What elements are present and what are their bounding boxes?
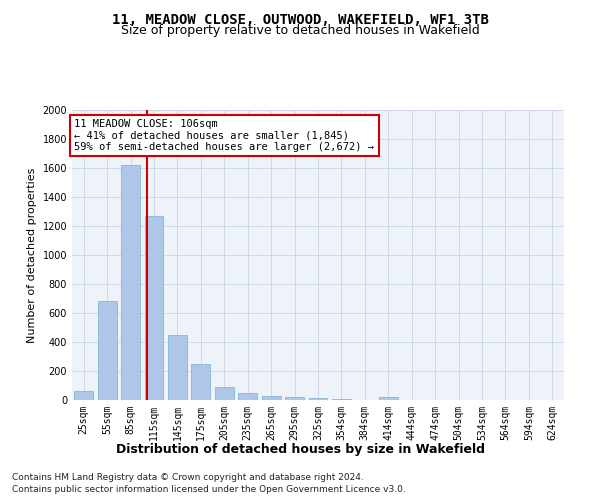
Bar [74, 390, 93, 400]
Bar [238, 393, 257, 400]
Bar [379, 397, 398, 400]
Bar [285, 397, 304, 400]
Bar [145, 216, 163, 400]
Text: Distribution of detached houses by size in Wakefield: Distribution of detached houses by size … [115, 442, 485, 456]
Bar [215, 387, 233, 400]
Text: Contains HM Land Registry data © Crown copyright and database right 2024.: Contains HM Land Registry data © Crown c… [12, 472, 364, 482]
Bar [168, 335, 187, 400]
Text: 11 MEADOW CLOSE: 106sqm
← 41% of detached houses are smaller (1,845)
59% of semi: 11 MEADOW CLOSE: 106sqm ← 41% of detache… [74, 118, 374, 152]
Bar [191, 364, 210, 400]
Bar [262, 396, 281, 400]
Y-axis label: Number of detached properties: Number of detached properties [27, 168, 37, 342]
Bar [98, 302, 116, 400]
Text: 11, MEADOW CLOSE, OUTWOOD, WAKEFIELD, WF1 3TB: 11, MEADOW CLOSE, OUTWOOD, WAKEFIELD, WF… [112, 12, 488, 26]
Text: Contains public sector information licensed under the Open Government Licence v3: Contains public sector information licen… [12, 485, 406, 494]
Text: Size of property relative to detached houses in Wakefield: Size of property relative to detached ho… [121, 24, 479, 37]
Bar [308, 398, 328, 400]
Bar [121, 165, 140, 400]
